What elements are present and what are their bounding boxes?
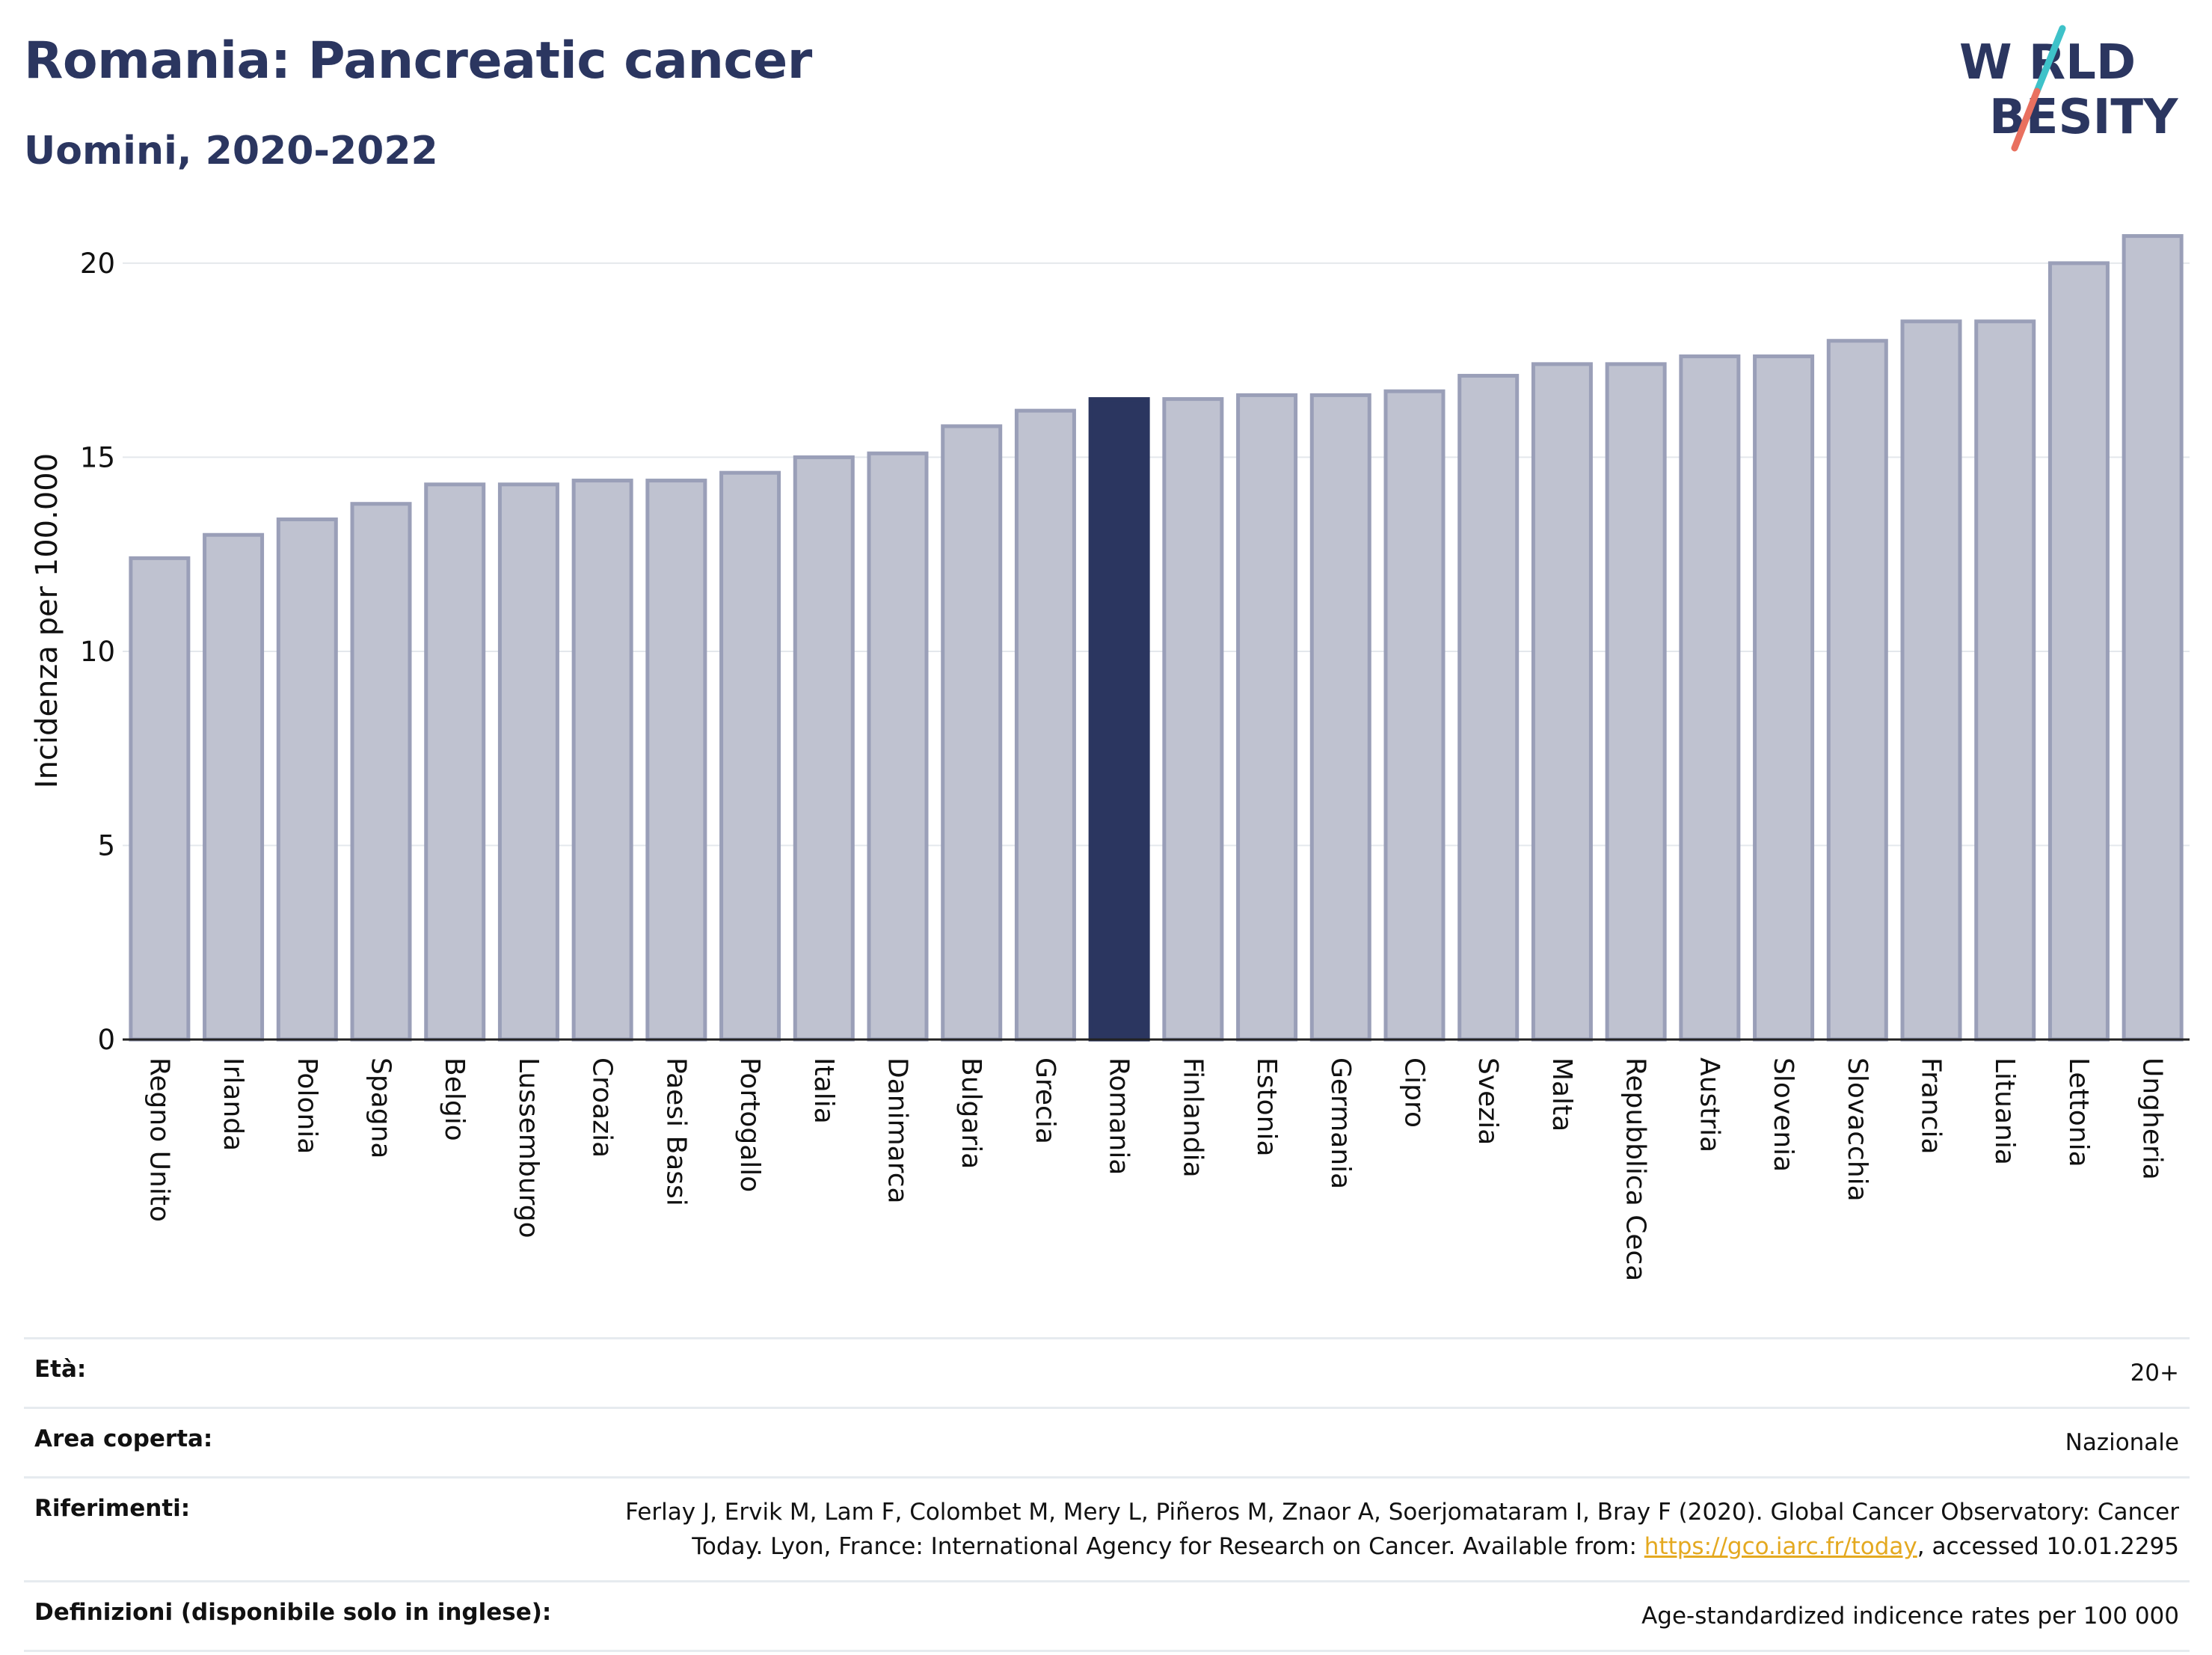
- bar: [1309, 393, 1371, 1042]
- bar: [350, 502, 412, 1042]
- x-tick-label: Grecia: [1030, 1057, 1060, 1144]
- logo-slash-top: [2033, 25, 2066, 95]
- x-tick-label: Francia: [1916, 1057, 1947, 1155]
- logo-slash-bottom: [2011, 87, 2041, 152]
- x-tick-label: Slovacchia: [1842, 1057, 1872, 1202]
- meta-row-references: Riferimenti: Ferlay J, Ervik M, Lam F, C…: [24, 1476, 2190, 1580]
- x-tick-label: Polonia: [292, 1057, 322, 1154]
- y-tick-label: 0: [97, 1024, 115, 1056]
- x-tick-label: Germania: [1325, 1057, 1356, 1189]
- y-tick-label: 15: [80, 441, 115, 473]
- bar: [793, 455, 855, 1042]
- bar: [1974, 319, 2036, 1042]
- x-tick-label: Cipro: [1399, 1057, 1430, 1128]
- x-tick-label: Estonia: [1251, 1057, 1282, 1157]
- bar: [1014, 408, 1076, 1042]
- bar: [867, 451, 929, 1042]
- meta-row-definitions: Definizioni (disponibile solo in inglese…: [24, 1580, 2190, 1652]
- x-axis-ticks: Regno Unito Irlanda Polonia Spagna Belgio Lus…: [144, 1057, 2167, 1281]
- bar: [1531, 362, 1593, 1042]
- bar: [2122, 234, 2184, 1042]
- bar: [1236, 393, 1298, 1042]
- y-axis-ticks: 0 5 10 15 20: [80, 248, 115, 1056]
- bar: [1826, 339, 1888, 1042]
- bar: [203, 532, 265, 1042]
- x-tick-label: Paesi Bassi: [660, 1057, 691, 1206]
- references-accessed: , accessed 10.01.2295: [1917, 1533, 2179, 1560]
- x-tick-label: Finlandia: [1177, 1057, 1208, 1178]
- definitions-label: Definizioni (disponibile solo in inglese…: [34, 1599, 552, 1626]
- bar: [571, 479, 633, 1042]
- page-subtitle: Uomini, 2020-2022: [24, 129, 438, 174]
- bar: [424, 482, 486, 1042]
- bar: [2047, 261, 2110, 1042]
- x-tick-label: Malta: [1546, 1057, 1577, 1132]
- bar: [276, 517, 338, 1042]
- bar: [941, 424, 1003, 1042]
- x-tick-label: Austria: [1694, 1057, 1724, 1152]
- bar: [1753, 354, 1815, 1042]
- x-tick-label: Croazia: [587, 1057, 618, 1158]
- x-tick-label: Lituania: [1989, 1057, 2020, 1165]
- references-label: Riferimenti:: [34, 1495, 191, 1522]
- bar: [1679, 354, 1741, 1042]
- meta-row-area: Area coperta: Nazionale: [24, 1407, 2190, 1476]
- bar: [1383, 389, 1446, 1042]
- page-title: Romania: Pancreatic cancer: [24, 31, 812, 90]
- y-tick-label: 5: [97, 829, 115, 862]
- x-tick-label: Belgio: [439, 1057, 470, 1141]
- x-tick-label: Danimarca: [882, 1057, 913, 1204]
- x-tick-label: Lussemburgo: [513, 1057, 544, 1238]
- bar: [1457, 373, 1520, 1042]
- x-tick-label: Slovenia: [1768, 1057, 1798, 1172]
- age-label: Età:: [34, 1356, 87, 1383]
- x-tick-label: Regno Unito: [144, 1057, 174, 1222]
- x-tick-label: Portogallo: [734, 1057, 765, 1192]
- references-text: Ferlay J, Ervik M, Lam F, Colombet M, Me…: [625, 1499, 2179, 1560]
- bar-chart: 0 5 10 15 20 Regno Unito Irlanda Polonia Spagna…: [30, 234, 2190, 1281]
- definitions-value: Age-standardized indicence rates per 100…: [1641, 1603, 2179, 1630]
- bar: [719, 470, 781, 1042]
- metadata-table: Età: 20+ Area coperta: Nazionale Riferim…: [24, 1337, 2190, 1652]
- x-tick-label: Bulgaria: [956, 1057, 986, 1169]
- x-tick-label: Ungheria: [2137, 1057, 2168, 1180]
- bar: [1605, 362, 1667, 1042]
- bar: [1162, 397, 1224, 1042]
- bar: [645, 479, 707, 1042]
- y-tick-label: 10: [80, 636, 115, 668]
- x-tick-label: Romania: [1104, 1057, 1134, 1175]
- y-tick-label: 20: [80, 248, 115, 280]
- bar-highlighted: [1088, 397, 1150, 1042]
- x-tick-label: Italia: [808, 1057, 839, 1124]
- world-obesity-logo: W RLD BESITY: [1959, 25, 2178, 152]
- references-value: Ferlay J, Ervik M, Lam F, Colombet M, Me…: [579, 1495, 2179, 1564]
- bars: [129, 234, 2184, 1042]
- area-label: Area coperta:: [34, 1425, 213, 1452]
- x-tick-label: Lettonia: [2063, 1057, 2094, 1167]
- age-value: 20+: [2130, 1360, 2179, 1387]
- bar: [497, 482, 559, 1042]
- x-tick-label: Irlanda: [218, 1057, 248, 1151]
- bar: [1900, 319, 1962, 1042]
- y-axis-label: Incidenza per 100.000: [30, 453, 64, 788]
- area-value: Nazionale: [2065, 1429, 2179, 1456]
- bar: [129, 556, 191, 1042]
- x-tick-label: Repubblica Ceca: [1620, 1057, 1651, 1281]
- references-link[interactable]: https://gco.iarc.fr/today: [1644, 1533, 1917, 1560]
- meta-row-age: Età: 20+: [24, 1337, 2190, 1407]
- x-tick-label: Spagna: [366, 1057, 396, 1159]
- x-tick-label: Svezia: [1472, 1057, 1503, 1145]
